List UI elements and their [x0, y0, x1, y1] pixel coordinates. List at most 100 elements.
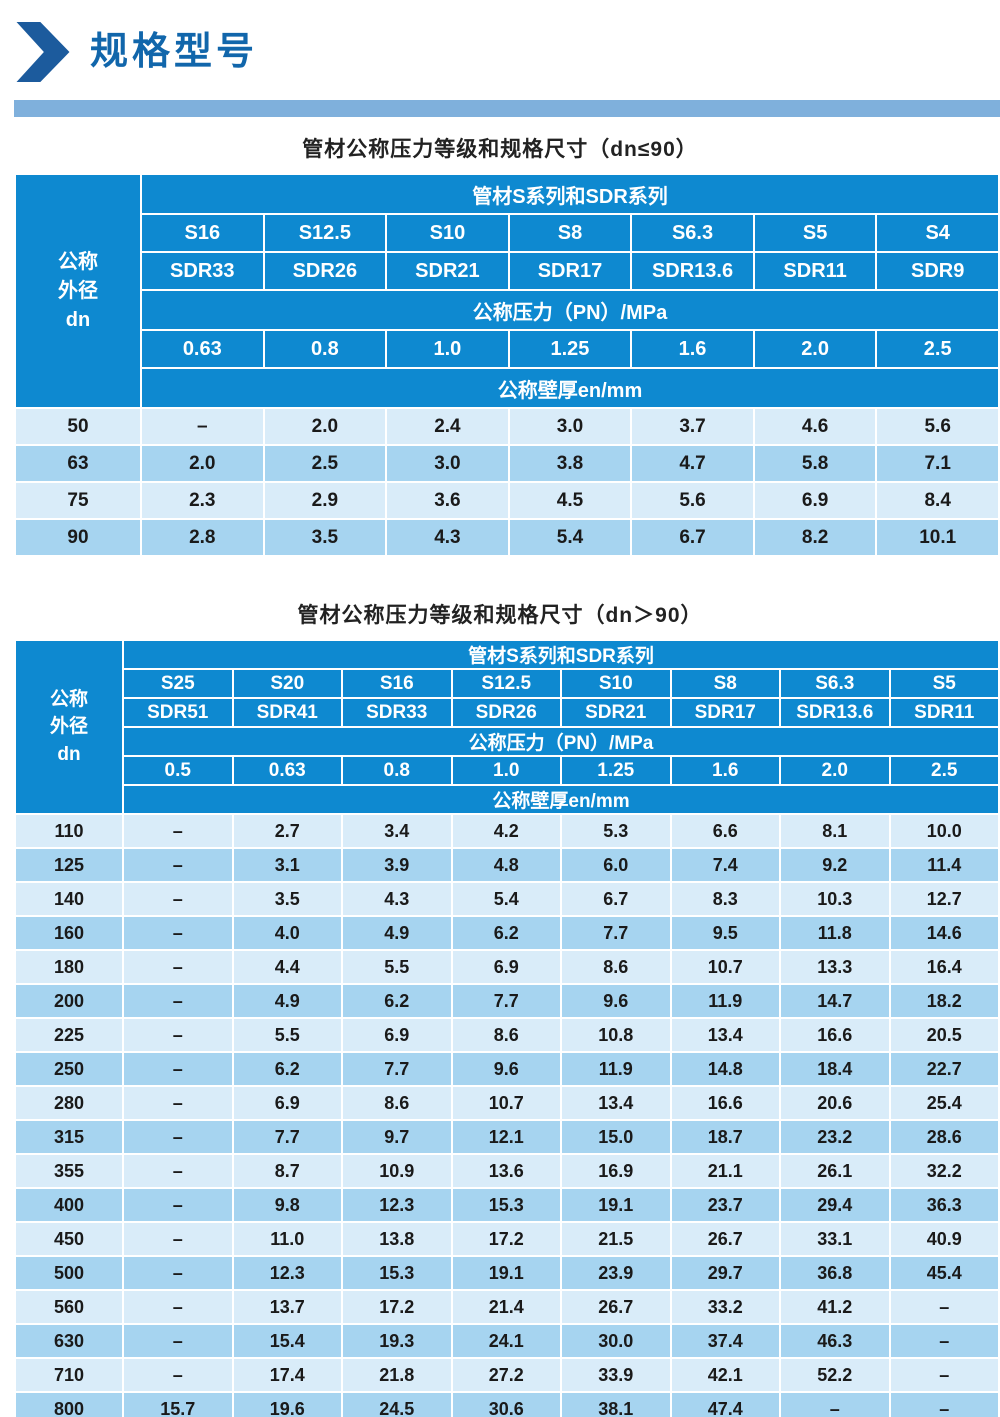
wall-thickness-value-cell: 22.7 — [890, 1053, 998, 1085]
s-series-cell: S12.5 — [264, 215, 386, 251]
corner-line: dn — [57, 743, 81, 765]
wall-thickness-value-cell: 30.6 — [452, 1393, 560, 1417]
sdr-series-cell: SDR21 — [562, 699, 670, 726]
pn-band-header: 公称压力（PN）/MPa — [142, 291, 998, 329]
wall-thickness-value-cell: 16.6 — [781, 1019, 889, 1051]
s-series-cell: S4 — [877, 215, 998, 251]
s-series-cell: S8 — [509, 215, 631, 251]
wall-thickness-value-cell: 26.7 — [562, 1291, 670, 1323]
wall-thickness-value-cell: 4.0 — [233, 917, 341, 949]
wall-thickness-value-cell: – — [124, 1291, 232, 1323]
wall-thickness-value-cell: 3.6 — [387, 483, 508, 518]
pn-value-cell: 0.63 — [142, 331, 263, 367]
wall-thickness-value-cell: 47.4 — [671, 1393, 779, 1417]
wall-thickness-value-cell: – — [142, 409, 263, 444]
pn-value-cell: 1.0 — [387, 331, 508, 367]
dn-value-cell: 160 — [16, 917, 122, 949]
wall-thickness-value-cell: 2.9 — [264, 483, 386, 518]
wall-thickness-value-cell: 37.4 — [671, 1325, 779, 1357]
wall-thickness-value-cell: 10.9 — [343, 1155, 451, 1187]
wall-thickness-value-cell: 16.9 — [562, 1155, 670, 1187]
table-row: 110–2.7 3.4 4.2 5.3 6.6 8.1 10.0 — [16, 815, 998, 847]
wall-thickness-value-cell: 3.0 — [509, 409, 631, 444]
corner-line: 外径 — [58, 279, 98, 302]
dn-value-cell: 400 — [16, 1189, 122, 1221]
wall-thickness-value-cell: 33.1 — [781, 1223, 889, 1255]
wall-thickness-value-cell: 29.4 — [781, 1189, 889, 1221]
wall-thickness-value-cell: 10.7 — [671, 951, 779, 983]
wall-thickness-value-cell: 15.0 — [562, 1121, 670, 1153]
wall-thickness-value-cell: 7.1 — [877, 446, 998, 481]
s-series-cell: S10 — [387, 215, 508, 251]
wall-thickness-value-cell: 24.5 — [343, 1393, 451, 1417]
wall-thickness-value-cell: 23.9 — [562, 1257, 670, 1289]
dn-value-cell: 355 — [16, 1155, 122, 1187]
wall-thickness-value-cell: 9.7 — [343, 1121, 451, 1153]
wall-thickness-value-cell: 5.4 — [509, 520, 631, 555]
wall-thickness-value-cell: 15.3 — [343, 1257, 451, 1289]
wall-thickness-value-cell: 4.5 — [509, 483, 631, 518]
wall-thickness-value-cell: 12.1 — [452, 1121, 560, 1153]
wall-thickness-value-cell: 28.6 — [890, 1121, 998, 1153]
wall-thickness-value-cell: 5.5 — [233, 1019, 341, 1051]
accent-bar — [14, 100, 1000, 117]
pn-value-cell: 0.63 — [233, 757, 341, 784]
pn-value-cell: 1.25 — [509, 331, 631, 367]
table-row: 800 15.7 19.6 24.5 30.6 38.1 47.4– – — [16, 1393, 998, 1417]
table-row: 280–6.9 8.6 10.7 13.4 16.6 20.6 25.4 — [16, 1087, 998, 1119]
wall-thickness-value-cell: 18.2 — [890, 985, 998, 1017]
section-header: 规格型号 — [0, 0, 1000, 84]
wall-thickness-value-cell: 4.2 — [452, 815, 560, 847]
wall-thickness-value-cell: 26.7 — [671, 1223, 779, 1255]
wall-thickness-value-cell: 36.8 — [781, 1257, 889, 1289]
wall-thickness-value-cell: 6.2 — [233, 1053, 341, 1085]
s-series-cell: S6.3 — [781, 670, 889, 697]
table-row: 250–6.2 7.7 9.6 11.9 14.8 18.4 22.7 — [16, 1053, 998, 1085]
wall-thickness-value-cell: 23.7 — [671, 1189, 779, 1221]
wall-thickness-value-cell: 20.6 — [781, 1087, 889, 1119]
wall-thickness-value-cell: 19.3 — [343, 1325, 451, 1357]
wall-thickness-value-cell: 4.8 — [452, 849, 560, 881]
wall-thickness-value-cell: 6.7 — [632, 520, 753, 555]
sdr-series-cell: SDR33 — [343, 699, 451, 726]
wall-thickness-value-cell: 4.9 — [233, 985, 341, 1017]
wall-thickness-value-cell: 16.4 — [890, 951, 998, 983]
table-row: 160–4.0 4.9 6.2 7.7 9.5 11.8 14.6 — [16, 917, 998, 949]
sdr-series-cell: SDR11 — [890, 699, 998, 726]
wall-thickness-value-cell: 12.7 — [890, 883, 998, 915]
wall-thickness-value-cell: 17.2 — [452, 1223, 560, 1255]
wall-thickness-value-cell: 19.1 — [452, 1257, 560, 1289]
table-row: 225–5.5 6.9 8.6 10.8 13.4 16.6 20.5 — [16, 1019, 998, 1051]
wall-thickness-value-cell: 7.7 — [343, 1053, 451, 1085]
wall-thickness-value-cell: 17.4 — [233, 1359, 341, 1391]
table-row: 710–17.4 21.8 27.2 33.9 42.1 52.2– — [16, 1359, 998, 1391]
pn-value-cell: 1.0 — [452, 757, 560, 784]
wall-thickness-value-cell: 9.6 — [452, 1053, 560, 1085]
dn-value-cell: 250 — [16, 1053, 122, 1085]
wall-thickness-value-cell: – — [124, 1257, 232, 1289]
dn-value-cell: 710 — [16, 1359, 122, 1391]
wall-thickness-value-cell: 25.4 — [890, 1087, 998, 1119]
wall-thickness-value-cell: – — [124, 951, 232, 983]
spec-table-dn-le-90: 公称 外径 dn 管材S系列和SDR系列 S16 S12.5 S10 S8 S6… — [14, 173, 1000, 557]
wall-thickness-value-cell: 5.5 — [343, 951, 451, 983]
wall-thickness-value-cell: 10.8 — [562, 1019, 670, 1051]
wall-thickness-value-cell: 7.7 — [452, 985, 560, 1017]
dn-value-cell: 280 — [16, 1087, 122, 1119]
dn-value-cell: 50 — [16, 409, 140, 444]
s-series-cell: S20 — [233, 670, 341, 697]
corner-line: 公称 — [58, 250, 98, 273]
table-row: 355–8.7 10.9 13.6 16.9 21.1 26.1 32.2 — [16, 1155, 998, 1187]
wall-thickness-value-cell: 18.7 — [671, 1121, 779, 1153]
table-row: 63 2.0 2.5 3.0 3.8 4.7 5.8 7.1 — [16, 446, 998, 481]
pn-value-cell: 1.6 — [632, 331, 753, 367]
sdr-series-cell: SDR33 — [142, 253, 263, 289]
wall-thickness-value-cell: – — [124, 1087, 232, 1119]
sdr-series-cell: SDR11 — [754, 253, 876, 289]
s-series-cell: S5 — [754, 215, 876, 251]
sdr-series-cell: SDR21 — [387, 253, 508, 289]
wall-thickness-value-cell: 6.2 — [452, 917, 560, 949]
wall-thickness-value-cell: 3.9 — [343, 849, 451, 881]
pn-value-cell: 2.5 — [890, 757, 998, 784]
